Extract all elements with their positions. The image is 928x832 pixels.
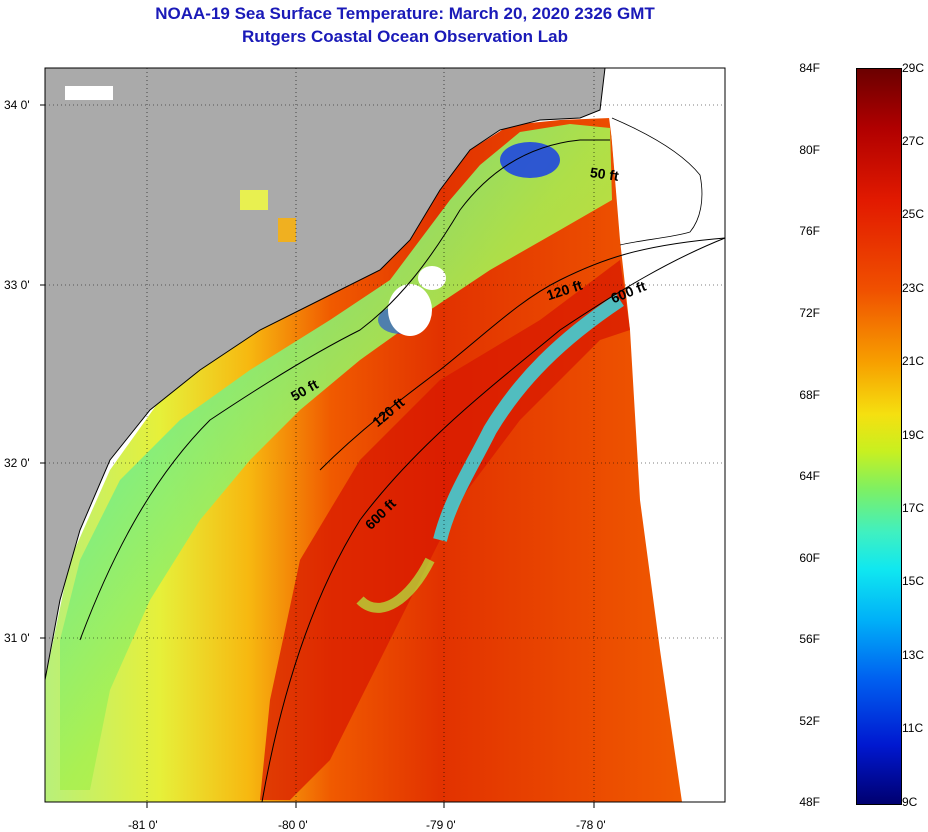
coastline-east (611, 117, 703, 246)
isobath-120ft (319, 237, 726, 471)
colorbar-f-label: 84F (799, 61, 820, 75)
cold-filament (433, 294, 624, 542)
lon-label-80: -80 0' (278, 818, 308, 832)
colorbar-c-label: 15C (902, 574, 925, 588)
colorbar-c-label: 27C (902, 134, 925, 148)
colorbar-f-label: 72F (799, 306, 820, 320)
lon-label-79: -79 0' (426, 818, 456, 832)
colorbar-f-label: 68F (799, 388, 820, 402)
colorbar-f-label: 48F (799, 795, 820, 809)
lon-label-81: -81 0' (128, 818, 158, 832)
lon-label-78: -78 0' (576, 818, 606, 832)
colorbar-c-label: 29C (902, 61, 925, 75)
land-east (605, 68, 725, 240)
plot-frame (44, 67, 726, 803)
map-subtitle: Rutgers Coastal Ocean Observation Lab (242, 27, 568, 46)
colorbar-f-label: 52F (799, 714, 820, 728)
colorbar-f-label: 80F (799, 143, 820, 157)
lat-label-32: 32 0' (4, 456, 30, 470)
colorbar-f-label: 56F (799, 632, 820, 646)
colorbar-f-label: 60F (799, 551, 820, 565)
colorbar-c-label: 21C (902, 354, 925, 368)
lat-label-33: 33 0' (4, 278, 30, 292)
cloud-patch-1 (388, 284, 432, 336)
colorbar-f-label: 76F (799, 224, 820, 238)
legend-mark (65, 86, 113, 100)
colorbar-c-label: 13C (902, 648, 925, 662)
graticule (45, 68, 725, 802)
colorbar-c-label: 9C (902, 795, 918, 809)
cold-filament-2 (356, 557, 435, 613)
inland-data-1 (240, 190, 268, 210)
cold-patch-1 (500, 142, 560, 178)
temperature-colorbar (856, 68, 902, 805)
colorbar-c-label: 17C (902, 501, 925, 515)
cloud-patch-2 (418, 266, 446, 290)
isobath-50ft (79, 139, 610, 641)
colorbar-c-label: 23C (902, 281, 925, 295)
colorbar-c-label: 25C (902, 207, 925, 221)
lat-label-31: 31 0' (4, 631, 30, 645)
land-mass (45, 68, 605, 680)
colorbar-f-label: 64F (799, 469, 820, 483)
colorbar-c-label: 19C (902, 428, 925, 442)
map-title: NOAA-19 Sea Surface Temperature: March 2… (155, 4, 655, 23)
coastline (44, 67, 606, 681)
shelf-band (60, 124, 612, 790)
inland-data-2 (278, 218, 296, 242)
colorbar-c-label: 11C (902, 721, 924, 735)
frame-ticks (40, 104, 595, 808)
lat-label-34: 34 0' (4, 98, 30, 112)
isobath-600ft (261, 237, 726, 803)
